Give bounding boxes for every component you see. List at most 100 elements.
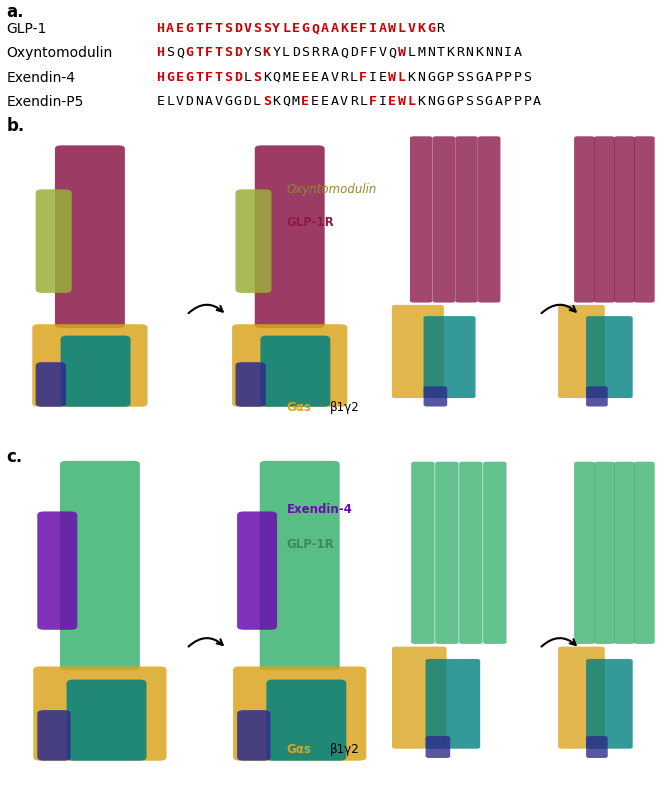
Text: a.: a. [7, 3, 24, 21]
FancyBboxPatch shape [392, 647, 447, 748]
FancyBboxPatch shape [36, 190, 72, 293]
Text: S: S [456, 71, 464, 83]
Text: V: V [378, 46, 387, 59]
FancyBboxPatch shape [574, 136, 595, 302]
Text: S: S [224, 22, 232, 35]
Text: Gαs: Gαs [286, 743, 311, 756]
Text: L: L [350, 71, 358, 83]
FancyBboxPatch shape [459, 462, 483, 644]
Text: E: E [292, 71, 300, 83]
Text: R: R [340, 71, 348, 83]
Text: E: E [311, 71, 319, 83]
Text: R: R [436, 22, 445, 35]
Text: K: K [475, 46, 484, 59]
Text: Q: Q [272, 71, 280, 83]
Text: D: D [234, 71, 242, 83]
Text: N: N [427, 94, 435, 108]
Text: A: A [321, 71, 329, 83]
FancyBboxPatch shape [424, 386, 448, 407]
Text: S: S [466, 71, 474, 83]
Text: N: N [466, 46, 474, 59]
Text: S: S [302, 46, 310, 59]
FancyBboxPatch shape [37, 512, 77, 630]
Text: K: K [417, 94, 426, 108]
Text: Exendin-4: Exendin-4 [7, 71, 76, 84]
FancyBboxPatch shape [614, 462, 635, 644]
Text: H: H [157, 22, 165, 35]
FancyBboxPatch shape [410, 136, 432, 302]
Text: T: T [195, 46, 203, 59]
Text: I: I [369, 22, 377, 35]
Text: S: S [263, 94, 271, 108]
FancyBboxPatch shape [266, 680, 346, 761]
FancyBboxPatch shape [426, 659, 480, 748]
Text: R: R [456, 46, 464, 59]
FancyBboxPatch shape [32, 324, 147, 407]
Text: V: V [244, 22, 252, 35]
Text: V: V [214, 94, 222, 108]
Text: T: T [195, 71, 203, 83]
Text: A: A [330, 22, 338, 35]
Text: A: A [485, 71, 493, 83]
FancyBboxPatch shape [586, 736, 607, 758]
Text: A: A [494, 94, 503, 108]
Text: N: N [417, 71, 426, 83]
Text: S: S [475, 94, 484, 108]
FancyBboxPatch shape [237, 512, 277, 630]
Text: G: G [185, 71, 194, 83]
Text: H: H [157, 46, 165, 59]
Text: R: R [350, 94, 358, 108]
Text: M: M [417, 46, 426, 59]
Text: A: A [330, 94, 338, 108]
Text: K: K [340, 22, 348, 35]
Text: A: A [321, 22, 329, 35]
Text: T: T [195, 22, 203, 35]
Text: E: E [311, 94, 319, 108]
FancyBboxPatch shape [233, 667, 366, 761]
Text: F: F [205, 22, 213, 35]
Text: G: G [485, 94, 493, 108]
Text: L: L [398, 71, 406, 83]
Text: F: F [369, 46, 377, 59]
FancyBboxPatch shape [483, 462, 507, 644]
Text: K: K [408, 71, 416, 83]
FancyBboxPatch shape [236, 362, 266, 407]
Text: N: N [427, 46, 435, 59]
FancyBboxPatch shape [254, 146, 325, 328]
FancyBboxPatch shape [586, 316, 633, 398]
FancyBboxPatch shape [456, 136, 478, 302]
Text: L: L [408, 46, 416, 59]
Text: N: N [195, 94, 203, 108]
Text: D: D [234, 22, 242, 35]
FancyBboxPatch shape [614, 136, 635, 302]
Text: P: P [446, 71, 454, 83]
Text: E: E [176, 22, 184, 35]
FancyBboxPatch shape [36, 362, 66, 407]
Text: S: S [224, 71, 232, 83]
Text: G: G [234, 94, 242, 108]
Text: P: P [523, 94, 531, 108]
Text: A: A [513, 46, 522, 59]
Text: GLP-1R: GLP-1R [286, 538, 334, 551]
FancyBboxPatch shape [67, 680, 147, 761]
Text: GLP-1R: GLP-1R [286, 216, 334, 229]
Text: T: T [214, 22, 222, 35]
Text: G: G [436, 94, 445, 108]
Text: Q: Q [282, 94, 290, 108]
FancyBboxPatch shape [61, 335, 131, 407]
Text: G: G [166, 71, 174, 83]
Text: L: L [166, 94, 174, 108]
FancyBboxPatch shape [478, 136, 500, 302]
Text: Gαs: Gαs [286, 401, 311, 414]
Text: A: A [166, 22, 174, 35]
Text: P: P [456, 94, 464, 108]
FancyBboxPatch shape [392, 305, 444, 398]
Text: β1γ2: β1γ2 [330, 401, 360, 414]
Text: G: G [185, 22, 194, 35]
Text: E: E [302, 94, 310, 108]
Text: I: I [378, 94, 387, 108]
Text: F: F [205, 46, 213, 59]
FancyBboxPatch shape [586, 386, 607, 407]
Text: Q: Q [176, 46, 184, 59]
Text: G: G [475, 71, 484, 83]
